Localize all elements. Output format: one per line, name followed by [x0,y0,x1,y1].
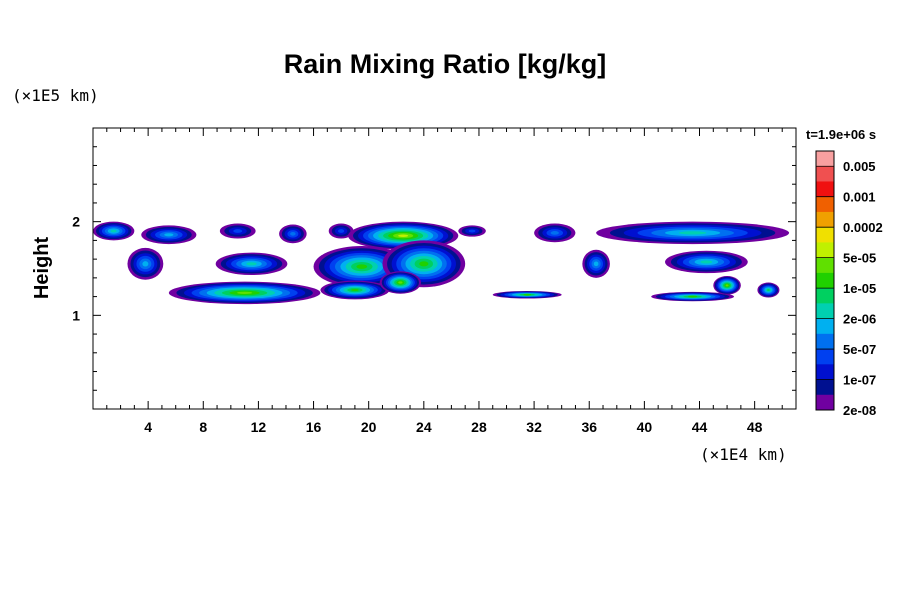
contour-level [398,234,409,237]
chart-title: Rain Mixing Ratio [kg/kg] [284,49,607,79]
rain-cell [219,223,256,239]
contour-level [725,284,729,287]
x-tick-label: 40 [637,419,653,435]
contour-level [398,281,403,284]
colorbar-swatch [816,227,834,243]
rain-cell [713,275,741,295]
rain-cell [534,223,576,243]
colorbar-label: 1e-07 [843,373,876,388]
rain-cell [458,225,486,237]
rain-cell [492,290,562,299]
x-tick-label: 12 [251,419,267,435]
y-tick-label: 2 [72,214,80,230]
rain-cell [651,291,734,302]
contour-level [338,229,345,233]
y-axis-ticks: 12 [72,146,796,391]
colorbar-swatch [816,196,834,213]
colorbar-swatch [816,166,834,182]
colorbar-swatch [816,242,834,259]
contour-level [164,233,174,237]
colorbar-label: 1e-05 [843,281,876,296]
x-tick-label: 48 [747,419,763,435]
x-unit-label: (×1E4 km) [700,445,787,464]
colorbar-swatch [816,151,834,167]
x-tick-label: 32 [526,419,542,435]
rain-cell [93,221,135,241]
colorbar-swatch [816,257,834,274]
colorbar-swatch [816,288,834,304]
time-label: t=1.9e+06 s [806,127,876,142]
colorbar-label: 2e-06 [843,312,876,327]
contour-level [419,261,429,267]
contour-level [233,229,243,233]
y-axis-label: Height [31,237,53,300]
rain-cell [127,247,164,280]
rain-cell [168,281,321,305]
colorbar-swatch [816,333,834,350]
rain-cell [141,225,197,245]
colorbar-swatch [816,349,834,365]
contour-level [523,293,532,296]
rain-cell [382,240,466,288]
colorbar-swatch [816,394,834,411]
contour-level [700,260,713,264]
colorbar-label: 5e-05 [843,251,876,266]
colorbar-label: 0.005 [843,159,876,174]
rain-cell [279,224,307,244]
y-tick-label: 1 [72,307,80,323]
contour-level [678,231,707,235]
x-tick-label: 4 [144,419,152,435]
contour-level [767,289,770,292]
rain-cell [313,246,411,288]
x-tick-label: 24 [416,419,432,435]
y-unit-label: (×1E5 km) [12,86,99,105]
x-tick-label: 16 [306,419,322,435]
contour-level [290,231,296,236]
contour-level [246,262,257,266]
x-tick-label: 44 [692,419,708,435]
contour-level [468,229,476,233]
colorbar-swatch [816,318,834,335]
colorbar-label: 0.001 [843,190,876,205]
contour-cells [93,221,790,305]
rain-cell [215,252,288,276]
colorbar-label: 5e-07 [843,342,876,357]
contour-level [550,231,559,235]
contour-level [142,261,149,267]
colorbar-swatch [816,379,834,396]
contour-level [351,289,359,292]
contour-level [356,264,368,269]
x-tick-label: 20 [361,419,377,435]
rain-cell [348,221,459,250]
rain-cell [582,249,610,278]
colorbar-swatch [816,364,834,381]
colorbar-swatch [816,181,834,198]
contour-level [237,291,253,294]
rain-cell [328,223,354,239]
x-tick-label: 36 [581,419,597,435]
rain-cell [596,221,790,245]
contour-level [593,261,599,267]
colorbar-swatch [816,272,834,289]
x-tick-label: 8 [199,419,207,435]
rain-cell [379,271,422,294]
rain-cell [320,280,390,300]
colorbar: 0.005 0.001 0.0002 5e-05 1e-05 2e-06 5e-07 1e-0… [815,150,883,418]
rain-cell [665,250,748,274]
rain-cell [757,282,780,298]
contour-level [688,295,698,298]
contour-level [110,229,117,233]
colorbar-label: 0.0002 [843,220,883,235]
x-axis-ticks: 4 8 12 16 20 24 28 32 36 40 44 48 [106,128,783,435]
colorbar-swatch [816,211,834,228]
colorbar-swatch [816,303,834,320]
colorbar-label: 2e-08 [843,403,876,418]
x-tick-label: 28 [471,419,487,435]
plot-frame [92,127,797,410]
